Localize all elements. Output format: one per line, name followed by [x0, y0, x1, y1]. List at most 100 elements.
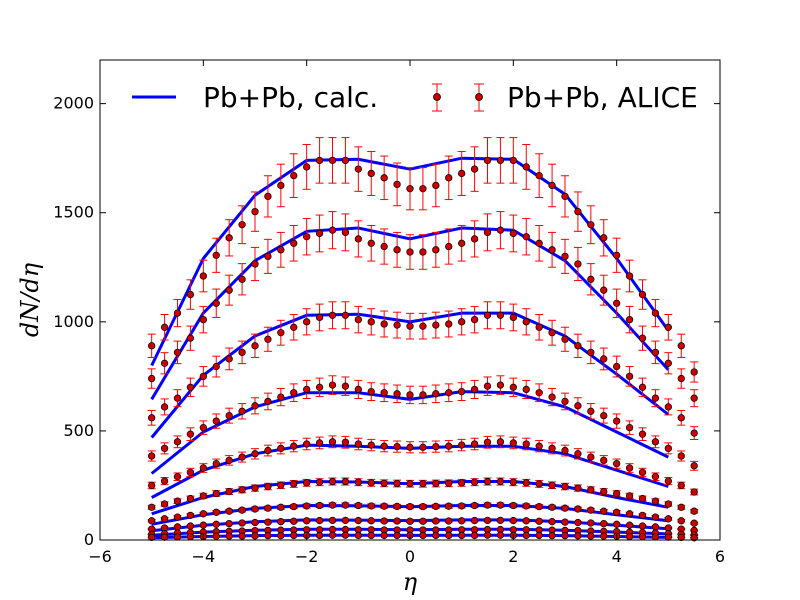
data-point: [496, 531, 505, 539]
data-point: [199, 521, 207, 529]
data-point: [625, 315, 634, 324]
data-point: [290, 502, 298, 511]
data-point: [445, 242, 453, 251]
data-point: [186, 494, 195, 503]
data-point: [535, 502, 543, 511]
data-point: [199, 464, 207, 472]
data-point: [238, 407, 246, 415]
data-point: [509, 156, 517, 165]
data-point: [600, 234, 608, 242]
data-point: [496, 477, 505, 486]
data-point: [238, 453, 246, 461]
data-point: [625, 492, 634, 500]
data-point: [587, 453, 595, 461]
data-point: [173, 497, 182, 505]
data-point: [406, 322, 414, 330]
data-point: [548, 518, 556, 526]
data-point: [251, 484, 259, 492]
data-point: [625, 372, 634, 381]
data-point: [483, 501, 492, 509]
data-point: [290, 323, 298, 331]
data-point: [664, 403, 672, 411]
data-point: [677, 533, 685, 542]
data-point: [277, 181, 285, 190]
data-point: [380, 442, 388, 450]
data-point: [458, 387, 466, 396]
data-point: [561, 252, 569, 261]
data-point: [406, 502, 414, 511]
data-point: [277, 481, 285, 489]
data-point: [613, 489, 621, 498]
data-point: [199, 492, 207, 500]
data-point: [522, 385, 530, 394]
data-point: [638, 430, 647, 438]
data-point: [380, 242, 388, 251]
data-point: [445, 442, 453, 450]
data-point: [522, 479, 530, 487]
data-point: [186, 522, 195, 530]
data-point: [561, 482, 569, 491]
data-point: [419, 480, 427, 488]
data-point: [613, 417, 621, 425]
data-point: [264, 531, 272, 540]
data-point: [432, 246, 440, 254]
data-point: [587, 275, 595, 283]
data-point: [522, 531, 530, 540]
data-point: [341, 382, 350, 390]
data-point: [587, 407, 595, 415]
data-point: [315, 531, 324, 540]
data-point: [677, 342, 685, 350]
data-point: [651, 438, 660, 446]
data-point: [148, 503, 156, 511]
data-point: [677, 481, 685, 490]
data-point: [470, 165, 479, 173]
data-point: [419, 185, 427, 193]
data-point: [509, 501, 517, 510]
data-point: [625, 532, 634, 541]
data-point: [212, 251, 220, 259]
data-point: [341, 531, 350, 539]
data-point: [574, 207, 582, 216]
data-point: [354, 315, 362, 324]
data-point: [225, 507, 233, 515]
data-point: [458, 531, 466, 540]
data-point: [600, 532, 608, 540]
data-point: [367, 318, 375, 326]
data-point: [587, 486, 595, 494]
data-point: [367, 387, 375, 396]
data-point: [509, 383, 517, 391]
data-point: [173, 394, 182, 402]
data-point: [212, 417, 220, 425]
data-point: [664, 359, 672, 367]
data-point: [561, 192, 569, 201]
data-point: [225, 411, 233, 420]
data-point: [587, 519, 595, 527]
data-point: [173, 523, 182, 531]
data-point: [406, 391, 414, 399]
data-point: [664, 515, 672, 523]
data-point: [651, 497, 660, 505]
data-point: [548, 246, 556, 254]
data-point: [367, 502, 375, 510]
data-point: [574, 342, 582, 350]
data-point: [470, 516, 479, 525]
data-point: [548, 481, 556, 489]
data-points: [147, 137, 699, 542]
data-point: [535, 480, 543, 488]
data-point: [613, 508, 621, 516]
x-tick-label: −6: [88, 547, 112, 566]
data-point: [277, 518, 285, 526]
data-point: [638, 383, 647, 391]
data-point: [160, 533, 169, 541]
data-point: [212, 489, 220, 498]
data-point: [380, 531, 388, 540]
data-point: [600, 355, 608, 363]
data-point: [148, 342, 156, 350]
data-point: [432, 531, 440, 540]
data-point: [160, 403, 169, 411]
data-point: [419, 502, 427, 511]
data-point: [574, 484, 582, 492]
data-point: [677, 414, 685, 422]
data-point: [638, 290, 647, 299]
data-point: [638, 468, 647, 477]
